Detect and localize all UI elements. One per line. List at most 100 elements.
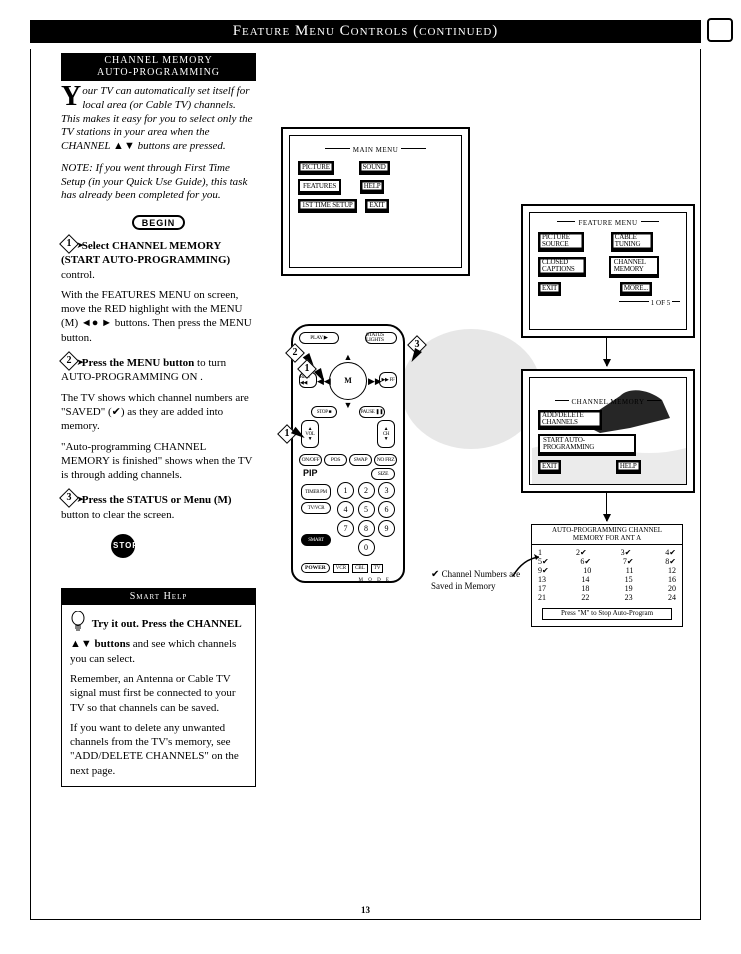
main-menu-screen: MAIN MENU PICTURE SOUND FEATURES HELP 1S…: [281, 127, 470, 276]
remote-mode-tv[interactable]: TV: [371, 564, 384, 573]
step-3-lead: Press the STATUS or Menu (M): [82, 494, 232, 506]
page-title-bar: Feature Menu Controls (continued): [30, 20, 701, 43]
step-diamond-2: 2➤: [61, 353, 77, 369]
feature-menu-closed-captions[interactable]: CLOSED CAPTIONS: [538, 257, 586, 275]
channel-memory-title: CHANNEL MEMORY: [530, 398, 686, 406]
table-row: 17181920: [538, 584, 676, 593]
remote-num-8[interactable]: 8: [358, 520, 375, 537]
page: Feature Menu Controls (continued) CHANNE…: [0, 0, 741, 954]
remote-num-0[interactable]: 0: [358, 539, 375, 556]
channel-memory-screen: CHANNEL MEMORY ADD/DELETE CHANNELS START…: [521, 369, 695, 493]
feature-menu-cable-tuning[interactable]: CABLE TUNING: [611, 232, 653, 250]
channel-memory-inner: CHANNEL MEMORY ADD/DELETE CHANNELS START…: [529, 377, 687, 485]
chmem-help[interactable]: HELP: [616, 460, 641, 472]
main-menu-sound[interactable]: SOUND: [359, 161, 390, 173]
intro-body: our TV can automatically set itself for …: [61, 85, 253, 152]
step-diamond-3: 3➤: [61, 490, 77, 506]
chmem-add-delete[interactable]: ADD/DELETE CHANNELS: [538, 410, 602, 428]
feature-menu-screen: FEATURE MENU PICTURE SOURCE CABLE TUNING…: [521, 204, 695, 338]
step-3: 3➤ Press the STATUS or Menu (M) button t…: [61, 490, 256, 522]
callout-diamond-1a: 1: [299, 361, 315, 377]
remote-num-4[interactable]: 4: [337, 501, 354, 518]
remote-tvvcr-btn[interactable]: TV/VCR: [301, 502, 331, 514]
remote-nofrz-btn[interactable]: NO FRZ: [374, 454, 397, 466]
table-row: 12✔3✔4✔: [538, 548, 676, 557]
remote-num-1[interactable]: 1: [337, 482, 354, 499]
table-row: 21222324: [538, 593, 676, 602]
auto-program-title: AUTO-PROGRAMMING CHANNEL MEMORY FOR ANT …: [532, 525, 682, 545]
remote-mode-label: M O D E: [359, 578, 391, 583]
main-menu-features[interactable]: FEATURES: [298, 179, 341, 193]
main-menu-exit[interactable]: EXIT: [365, 199, 388, 211]
saved-caption-arrow: [511, 554, 541, 579]
remote-smart-btn[interactable]: SMART: [301, 534, 331, 546]
step-3-tail: button to clear the screen.: [61, 509, 174, 521]
section-header-line1: CHANNEL MEMORY: [61, 55, 256, 67]
remote-pip-label: PIP: [303, 468, 318, 478]
step-1-lead: Select CHANNEL MEMORY (START AUTO-PROGRA…: [61, 240, 230, 266]
section-header: CHANNEL MEMORY AUTO-PROGRAMMING: [61, 53, 256, 81]
page-title: Feature Menu Controls (continued): [233, 23, 499, 39]
content-frame: CHANNEL MEMORY AUTO-PROGRAMMING Your TV …: [30, 49, 701, 920]
main-menu-picture[interactable]: PICTURE: [298, 161, 334, 173]
step-2-lead: Press the MENU button: [82, 357, 195, 369]
remote-timer-btn[interactable]: TIMER PM: [301, 484, 331, 500]
chmem-exit[interactable]: EXIT: [538, 460, 561, 472]
intro-note: NOTE: If you went through First Time Set…: [61, 162, 256, 203]
channel-memory-buttons: ADD/DELETE CHANNELS START AUTO-PROGRAMMI…: [530, 406, 686, 477]
auto-program-table: AUTO-PROGRAMMING CHANNEL MEMORY FOR ANT …: [531, 524, 683, 627]
remote-onoff-btn[interactable]: ON/OFF: [299, 454, 322, 466]
tv-icon: [707, 18, 733, 42]
main-menu-inner: MAIN MENU PICTURE SOUND FEATURES HELP 1S…: [289, 135, 462, 268]
remote-power-btn[interactable]: POWER: [301, 563, 330, 573]
remote-size-btn[interactable]: SIZE: [371, 468, 395, 480]
flow-arrow-2: [606, 491, 607, 521]
remote-stop-btn[interactable]: STOP ■: [311, 406, 337, 418]
feature-menu-channel-memory[interactable]: CHANNEL MEMORY: [609, 256, 659, 276]
remote-menu-m-button[interactable]: M: [329, 362, 367, 400]
remote-numpad: 123 456 789 0: [337, 482, 395, 558]
auto-program-grid: 12✔3✔4✔ 5✔6✔7✔8✔ 9✔101112 13141516 17181…: [532, 545, 682, 604]
remote-power-row: POWER VCR CBL TV: [301, 563, 395, 573]
feature-menu-exit[interactable]: EXIT: [538, 282, 561, 294]
remote-num-3[interactable]: 3: [378, 482, 395, 499]
lightbulb-icon: [70, 611, 86, 637]
step-2: 2➤ Press the MENU button to turn AUTO-PR…: [61, 353, 256, 482]
stop-container: STOP: [111, 530, 256, 564]
feature-menu-more[interactable]: MORE...: [620, 282, 652, 294]
remote-down-arrow[interactable]: ▼: [342, 400, 354, 410]
remote-swap-btn[interactable]: SWAP: [349, 454, 372, 466]
callout-diamond-2: 2: [287, 345, 303, 361]
step-1-para: With the FEATURES MENU on screen, move t…: [61, 288, 256, 345]
remote-num-9[interactable]: 9: [378, 520, 395, 537]
remote-ff-btn[interactable]: ▶▶ FF: [379, 372, 397, 388]
main-menu-help[interactable]: HELP: [360, 180, 385, 192]
remote-ch-rocker[interactable]: ▲CH▼: [377, 420, 395, 448]
remote-mode-vcr[interactable]: VCR: [333, 564, 349, 573]
remote-status-btn[interactable]: STATUS LIGHTS: [365, 332, 397, 344]
section-header-line2: AUTO-PROGRAMMING: [61, 67, 256, 79]
chmem-start-auto[interactable]: START AUTO-PROGRAMMING: [538, 434, 636, 454]
remote-pos-btn[interactable]: POS: [324, 454, 347, 466]
remote-num-2[interactable]: 2: [358, 482, 375, 499]
table-row: 9✔101112: [538, 566, 676, 575]
feature-menu-buttons: PICTURE SOURCE CABLE TUNING CLOSED CAPTI…: [530, 227, 686, 299]
step-1: 1➤ Select CHANNEL MEMORY (START AUTO-PRO…: [61, 236, 256, 345]
remote-mode-cbl[interactable]: CBL: [352, 564, 368, 573]
left-column: CHANNEL MEMORY AUTO-PROGRAMMING Your TV …: [61, 53, 256, 787]
remote-play-btn[interactable]: PLAY ▶: [299, 332, 339, 344]
remote-pause-btn[interactable]: PAUSE ❚❚: [359, 406, 385, 418]
check-icon: ✔: [431, 569, 439, 580]
feature-menu-picture-source[interactable]: PICTURE SOURCE: [538, 232, 584, 250]
main-menu-firsttime[interactable]: 1ST TIME SETUP: [298, 199, 357, 211]
remote-num-5[interactable]: 5: [358, 501, 375, 518]
remote-num-6[interactable]: 6: [378, 501, 395, 518]
smart-help-header: Smart Help: [62, 589, 255, 605]
remote-up-arrow[interactable]: ▲: [342, 352, 354, 362]
page-number: 13: [31, 905, 700, 915]
remote-num-7[interactable]: 7: [337, 520, 354, 537]
smart-help-body: Try it out. Press the CHANNEL ▲▼ buttons…: [62, 605, 255, 786]
step-2-para2: "Auto-programming CHANNEL MEMORY is fini…: [61, 440, 256, 483]
feature-menu-pager: 1 OF 5: [530, 299, 686, 309]
intro-paragraph: Your TV can automatically set itself for…: [61, 85, 256, 154]
